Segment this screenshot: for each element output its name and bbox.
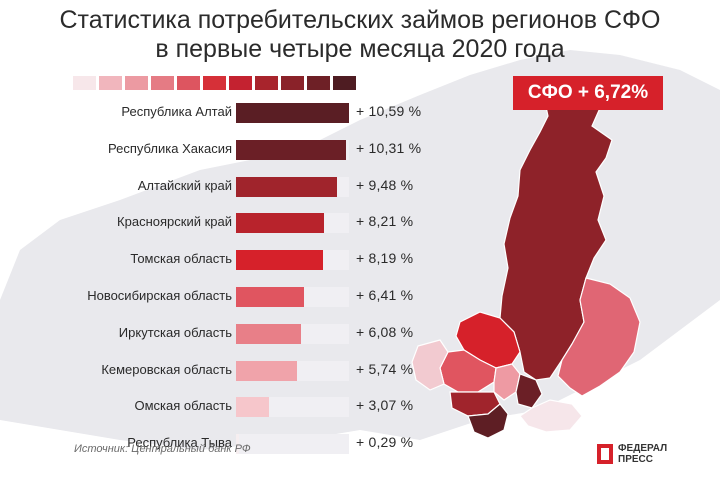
bar-track bbox=[236, 213, 349, 234]
value-label: + 8,21 % bbox=[356, 213, 414, 230]
category-label: Иркутская область bbox=[118, 324, 232, 340]
title-line-1: Статистика потребительских займов регион… bbox=[59, 6, 661, 34]
value-label: + 6,41 % bbox=[356, 287, 414, 303]
bar-row: Иркутская область + 6,08 % bbox=[0, 317, 470, 353]
bar-row: Алтайский край + 9,48 % bbox=[0, 170, 470, 206]
map-region-irkutsk bbox=[557, 277, 641, 397]
value-label: + 8,19 % bbox=[356, 250, 414, 267]
scale-swatch bbox=[99, 76, 122, 90]
title-line-2: в первые четыре месяца 2020 года bbox=[155, 35, 565, 63]
value-label: + 6,08 % bbox=[356, 323, 414, 340]
logo-text-line-1: ФЕДЕРАЛ bbox=[618, 443, 668, 454]
bar bbox=[236, 397, 269, 418]
map-region-altai-rep bbox=[467, 403, 509, 439]
scale-swatch bbox=[229, 76, 252, 90]
category-label: Алтайский край bbox=[137, 177, 232, 193]
source-note: Источник: Центральный банк РФ bbox=[74, 443, 251, 455]
logo-mark-icon bbox=[597, 444, 613, 464]
color-scale-legend bbox=[73, 76, 356, 90]
category-label: Кемеровская область bbox=[101, 361, 232, 377]
bar bbox=[236, 103, 349, 123]
scale-swatch bbox=[151, 76, 174, 90]
bar bbox=[236, 360, 298, 381]
bar-row: Республика Алтай + 10,59 % bbox=[0, 96, 470, 132]
scale-swatch bbox=[255, 76, 278, 90]
bar-row: Омская область + 3,07 % bbox=[0, 390, 470, 426]
scale-swatch bbox=[281, 76, 304, 90]
bar-row: Республика Хакасия + 10,31 % bbox=[0, 133, 470, 169]
logo-text-line-2: ПРЕСС bbox=[618, 454, 653, 465]
chart-title: Статистика потребительских займов регион… bbox=[0, 6, 720, 64]
bar bbox=[236, 323, 301, 344]
bar-track bbox=[236, 287, 349, 307]
bar bbox=[236, 250, 324, 271]
bar-row: Республика Тыва + 0,29 % bbox=[0, 427, 470, 463]
bar bbox=[236, 213, 324, 234]
category-label: Республика Хакасия bbox=[108, 140, 232, 156]
scale-swatch bbox=[177, 76, 200, 90]
scale-swatch bbox=[73, 76, 96, 90]
map-region-kemerovo bbox=[493, 363, 521, 401]
bar bbox=[236, 287, 305, 307]
total-badge: СФО + 6,72% bbox=[513, 76, 663, 110]
bar-track bbox=[236, 176, 349, 197]
category-label: Республика Алтай bbox=[121, 104, 232, 119]
value-label: + 0,29 % bbox=[356, 434, 414, 451]
bar-track bbox=[236, 434, 349, 455]
category-label: Омская область bbox=[134, 398, 232, 414]
map-region-omsk bbox=[411, 339, 449, 391]
category-label: Новосибирская область bbox=[87, 288, 232, 303]
category-label: Республика Тыва bbox=[127, 435, 232, 451]
bar bbox=[236, 139, 346, 160]
category-label: Томская область bbox=[130, 251, 232, 267]
bar-track bbox=[236, 250, 349, 271]
scale-swatch bbox=[125, 76, 148, 90]
category-label: Красноярский край bbox=[117, 214, 232, 230]
value-label: + 10,59 % bbox=[356, 103, 422, 119]
bar-track bbox=[236, 139, 349, 160]
bar bbox=[236, 434, 240, 455]
scale-swatch bbox=[333, 76, 356, 90]
value-label: + 10,31 % bbox=[356, 139, 422, 156]
bar-track bbox=[236, 360, 349, 381]
bar-row: Кемеровская область + 5,74 % bbox=[0, 354, 470, 390]
map-region-tyva bbox=[519, 399, 583, 433]
bar-track bbox=[236, 103, 349, 123]
bar bbox=[236, 176, 338, 197]
value-label: + 5,74 % bbox=[356, 360, 414, 377]
value-label: + 9,48 % bbox=[356, 176, 414, 193]
bar-row: Новосибирская область + 6,41 % bbox=[0, 280, 470, 316]
value-label: + 3,07 % bbox=[356, 397, 414, 414]
scale-swatch bbox=[307, 76, 330, 90]
bar-track bbox=[236, 323, 349, 344]
scale-swatch bbox=[203, 76, 226, 90]
bar-track bbox=[236, 397, 349, 418]
bar-row: Красноярский край + 8,21 % bbox=[0, 206, 470, 242]
bar-row: Томская область + 8,19 % bbox=[0, 243, 470, 279]
